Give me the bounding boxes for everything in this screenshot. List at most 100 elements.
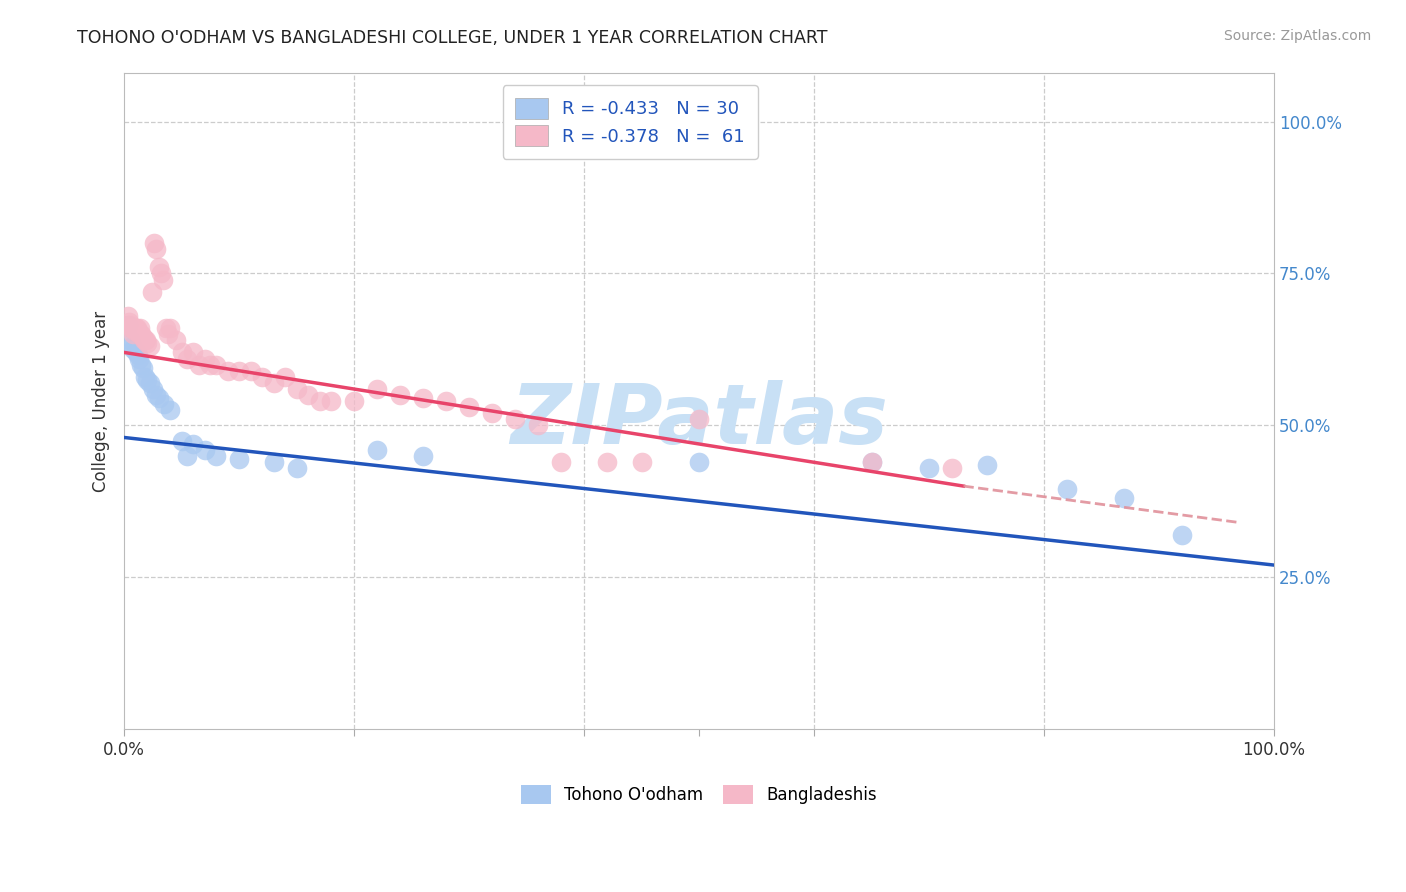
Point (550, 455, 572, 469)
Point (688, 412, 710, 426)
Point (1171, 527, 1194, 541)
Point (170, 434, 193, 448)
Point (976, 458, 998, 472)
Point (148, 260, 170, 275)
Point (121, 339, 143, 353)
Point (228, 451, 250, 466)
Point (120, 321, 142, 335)
Point (127, 324, 149, 338)
Point (181, 345, 204, 359)
Point (250, 369, 273, 384)
Point (200, 358, 222, 372)
Point (918, 461, 941, 475)
Point (159, 321, 181, 335)
Point (412, 391, 434, 405)
Point (481, 406, 503, 420)
Point (131, 327, 153, 342)
Point (188, 358, 211, 372)
Point (205, 449, 228, 463)
Point (205, 358, 228, 372)
Point (118, 333, 141, 347)
Point (150, 267, 173, 281)
Point (176, 351, 198, 366)
Y-axis label: College, Under 1 year: College, Under 1 year (93, 310, 110, 491)
Point (688, 455, 710, 469)
Point (125, 321, 148, 335)
Point (527, 418, 550, 433)
Point (128, 327, 150, 342)
Point (124, 324, 146, 338)
Point (134, 333, 156, 347)
Point (412, 449, 434, 463)
Point (343, 394, 366, 409)
Point (321, 394, 343, 409)
Point (159, 403, 181, 417)
Point (165, 333, 187, 347)
Point (121, 321, 143, 335)
Point (132, 333, 155, 347)
Text: ZIPatlas: ZIPatlas (510, 380, 889, 461)
Point (142, 382, 165, 396)
Point (860, 455, 883, 469)
Point (135, 333, 157, 347)
Point (434, 394, 457, 409)
Point (156, 327, 179, 342)
Point (145, 242, 167, 256)
Point (217, 364, 239, 378)
Point (122, 343, 145, 357)
Point (129, 321, 152, 335)
Point (131, 330, 153, 344)
Point (153, 397, 176, 411)
Point (274, 369, 297, 384)
Point (143, 236, 166, 251)
Point (239, 364, 262, 378)
Point (297, 388, 319, 402)
Point (118, 318, 141, 332)
Point (630, 455, 652, 469)
Point (122, 327, 145, 342)
Point (1056, 482, 1078, 496)
Point (127, 349, 149, 363)
Point (117, 318, 139, 332)
Point (141, 285, 163, 299)
Point (366, 442, 388, 457)
Point (128, 351, 150, 366)
Point (138, 376, 160, 390)
Point (152, 272, 174, 286)
Point (125, 345, 148, 359)
Point (263, 455, 285, 469)
Point (194, 442, 217, 457)
Point (263, 376, 285, 390)
Point (145, 388, 167, 402)
Point (125, 321, 148, 335)
Point (181, 436, 204, 450)
Point (131, 358, 153, 372)
Point (117, 309, 139, 323)
Point (285, 461, 308, 475)
Point (134, 369, 156, 384)
Point (136, 336, 159, 351)
Point (228, 364, 250, 378)
Point (308, 394, 330, 409)
Point (170, 345, 193, 359)
Point (596, 455, 619, 469)
Point (860, 455, 883, 469)
Text: TOHONO O'ODHAM VS BANGLADESHI COLLEGE, UNDER 1 YEAR CORRELATION CHART: TOHONO O'ODHAM VS BANGLADESHI COLLEGE, U… (77, 29, 828, 46)
Point (194, 351, 217, 366)
Point (136, 373, 159, 387)
Point (389, 388, 412, 402)
Point (503, 412, 526, 426)
Point (941, 461, 963, 475)
Point (118, 315, 141, 329)
Legend: Tohono O'odham, Bangladeshis: Tohono O'odham, Bangladeshis (513, 777, 886, 813)
Point (285, 382, 308, 396)
Point (458, 400, 481, 414)
Point (148, 391, 170, 405)
Point (155, 321, 177, 335)
Text: Source: ZipAtlas.com: Source: ZipAtlas.com (1223, 29, 1371, 43)
Point (1114, 491, 1136, 506)
Point (366, 382, 388, 396)
Point (131, 360, 153, 375)
Point (176, 449, 198, 463)
Point (138, 339, 160, 353)
